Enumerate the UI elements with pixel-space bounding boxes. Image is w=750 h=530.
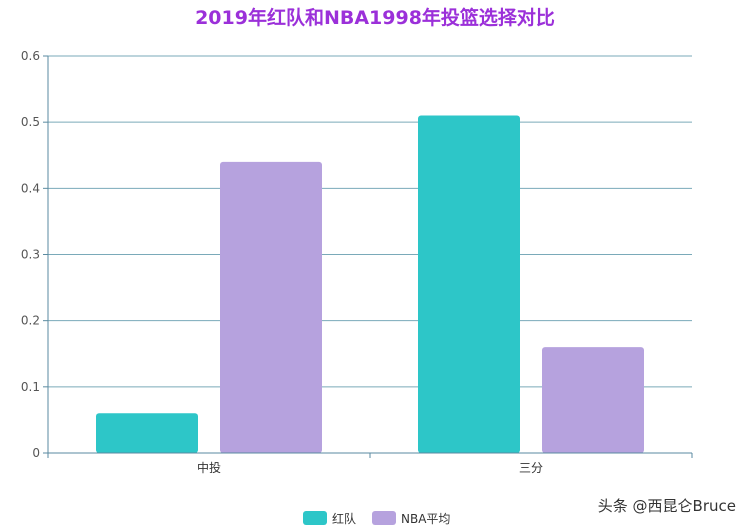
y-tick-label: 0.3 xyxy=(21,248,40,262)
grid-lines xyxy=(48,55,692,388)
y-tick-label: 0.1 xyxy=(21,380,40,394)
y-tick-label: 0.4 xyxy=(21,181,40,195)
chart-title: 2019年红队和NBA1998年投篮选择对比 xyxy=(195,6,555,29)
bar-红队-三分 xyxy=(418,115,520,454)
x-category-label: 中投 xyxy=(197,460,221,475)
x-axis: 中投 三分 xyxy=(47,452,693,475)
y-tick-label: 0.5 xyxy=(21,115,40,129)
watermark: 头条 @西昆仑Bruce xyxy=(597,497,736,515)
legend-label[interactable]: NBA平均 xyxy=(401,512,450,526)
y-tick-label: 0.6 xyxy=(21,49,40,63)
bar-NBA平均-中投 xyxy=(220,161,322,453)
legend-label[interactable]: 红队 xyxy=(332,511,356,526)
bar-series xyxy=(96,115,644,454)
y-tick-label: 0 xyxy=(32,446,40,460)
bar-NBA平均-三分 xyxy=(542,347,644,453)
legend-swatch[interactable] xyxy=(372,511,396,525)
bar-红队-中投 xyxy=(96,413,198,453)
y-axis: 0 0.1 0.2 0.3 0.4 0.5 0.6 xyxy=(21,49,49,460)
legend-swatch[interactable] xyxy=(303,511,327,525)
x-category-label: 三分 xyxy=(519,461,543,475)
y-tick-label: 0.2 xyxy=(21,314,40,328)
legend: 红队 NBA平均 xyxy=(303,511,450,526)
